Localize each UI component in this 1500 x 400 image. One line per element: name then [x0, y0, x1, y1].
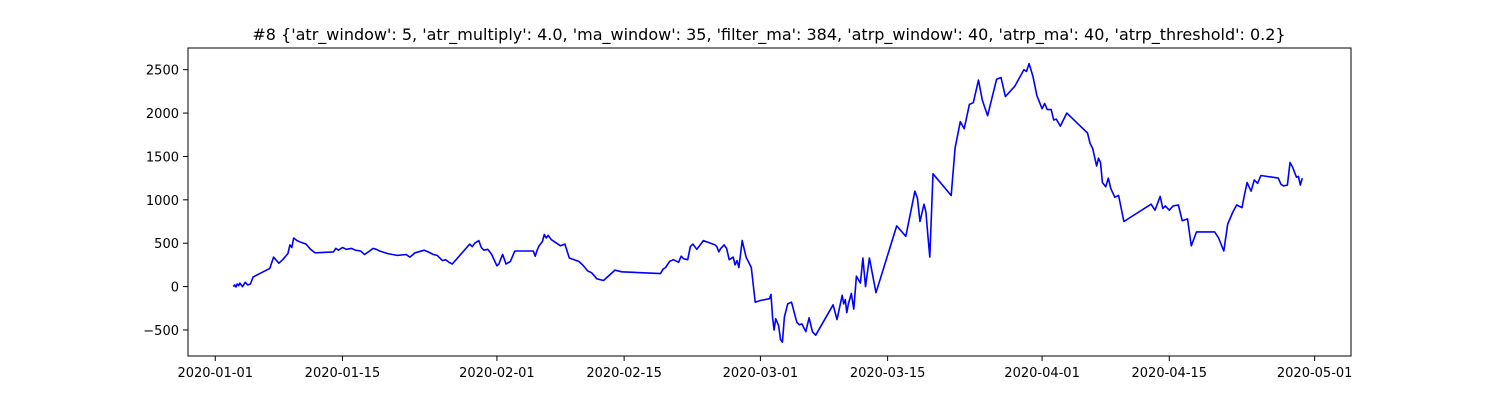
x-tick-label: 2020-03-01 [723, 366, 799, 381]
y-tick-label: 1500 [146, 150, 179, 165]
series-line [232, 62, 1304, 343]
y-tick-label: 2500 [146, 64, 179, 79]
x-tick-label: 2020-02-01 [459, 366, 535, 381]
y-tick-label: 0 [171, 281, 179, 296]
axes-frame [187, 47, 1352, 357]
x-tick-label: 2020-02-15 [586, 366, 662, 381]
y-tick-label: −500 [143, 324, 179, 339]
y-axis: −500 0 500 1000 1500 2000 2500 [143, 64, 188, 339]
x-tick-label: 2020-01-01 [177, 366, 253, 381]
plot-area [187, 47, 1352, 357]
x-tick-label: 2020-03-15 [850, 366, 926, 381]
series-layer [232, 62, 1304, 343]
y-tick-label: 500 [154, 237, 179, 252]
x-tick-label: 2020-01-15 [305, 366, 381, 381]
x-axis: 2020-01-01 2020-01-15 2020-02-01 2020-02-15… [177, 356, 1352, 381]
chart-title: #8 {'atr_window': 5, 'atr_multiply': 4.0… [252, 25, 1285, 45]
x-tick-label: 2020-04-01 [1004, 366, 1080, 381]
x-tick-label: 2020-05-01 [1277, 366, 1353, 381]
y-tick-label: 2000 [146, 107, 179, 122]
x-tick-label: 2020-04-15 [1132, 366, 1208, 381]
y-tick-label: 1000 [146, 194, 179, 209]
